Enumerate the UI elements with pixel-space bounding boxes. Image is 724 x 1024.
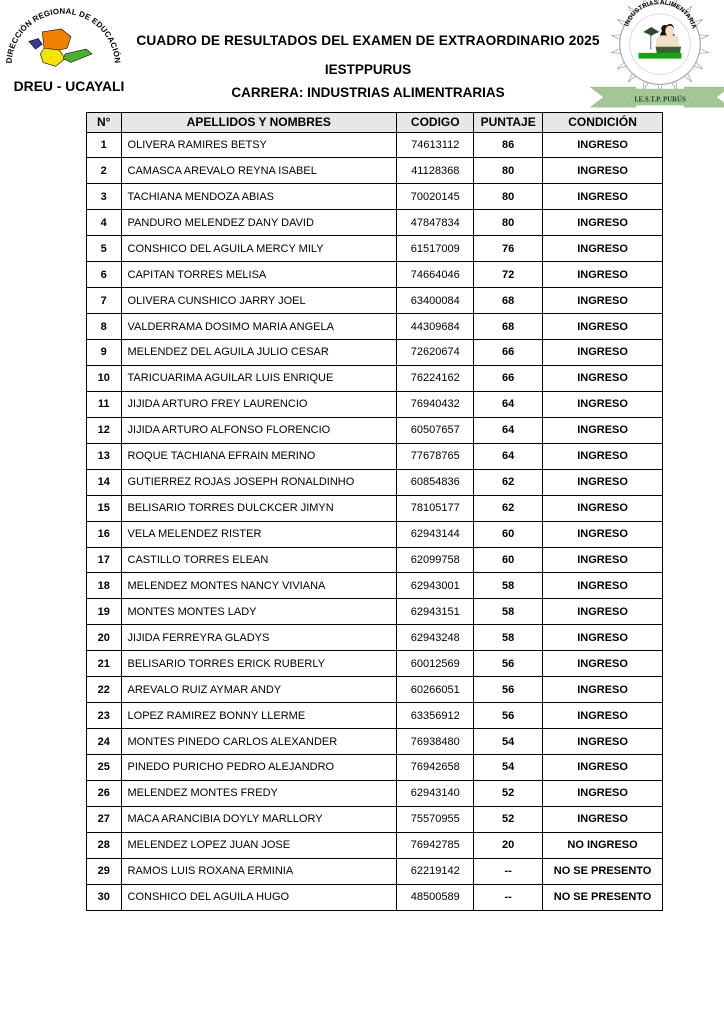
svg-text:DREU - UCAYALI: DREU - UCAYALI [14,78,125,94]
svg-text:I.E.S.T.P. PURÚS: I.E.S.T.P. PURÚS [634,95,686,103]
